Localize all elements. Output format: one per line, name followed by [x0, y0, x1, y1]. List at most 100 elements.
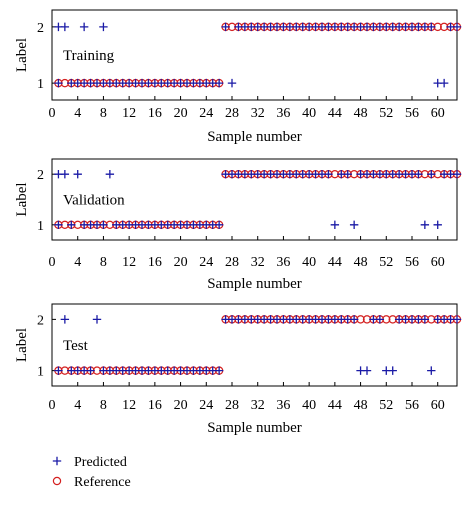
- predicted-point: [60, 315, 70, 324]
- predicted-point: [439, 78, 449, 88]
- predicted-point: [362, 366, 372, 375]
- x-tick-label: 0: [49, 398, 56, 413]
- predicted-point: [452, 315, 462, 324]
- x-tick-label: 36: [276, 398, 290, 413]
- x-tick-label: 48: [354, 255, 368, 270]
- predicted-point: [349, 315, 359, 324]
- predicted-point: [105, 169, 115, 179]
- y-axis-title: Label: [14, 328, 30, 362]
- x-tick-label: 20: [174, 106, 188, 121]
- predicted-point: [324, 169, 333, 179]
- x-tick-label: 4: [74, 398, 81, 413]
- predicted-point: [86, 366, 95, 375]
- panel-label: Validation: [63, 193, 125, 209]
- x-tick-label: 28: [225, 255, 239, 270]
- x-tick-label: 28: [225, 106, 239, 121]
- legend-predicted-icon: [52, 456, 62, 466]
- predicted-point: [54, 220, 63, 230]
- x-tick-label: 12: [122, 255, 136, 270]
- predicted-point: [427, 22, 436, 32]
- y-tick-label: 1: [37, 219, 44, 234]
- x-tick-label: 56: [405, 398, 419, 413]
- x-tick-label: 40: [302, 106, 316, 121]
- x-tick-label: 36: [276, 255, 290, 270]
- x-tick-label: 0: [49, 255, 56, 270]
- predicted-point: [99, 22, 108, 32]
- predicted-point: [99, 220, 108, 230]
- x-tick-label: 60: [431, 398, 445, 413]
- x-tick-label: 8: [100, 255, 107, 270]
- predicted-point: [79, 22, 89, 32]
- x-tick-label: 56: [405, 106, 419, 121]
- series-predicted: [54, 315, 462, 375]
- panel-label: Training: [63, 48, 115, 64]
- predicted-point: [60, 169, 70, 179]
- series-reference: [54, 22, 462, 88]
- predicted-point: [221, 22, 230, 32]
- legend-reference-icon: [52, 476, 62, 486]
- series-reference: [54, 315, 462, 375]
- predicted-point: [214, 78, 224, 88]
- predicted-point: [60, 22, 70, 32]
- x-tick-label: 8: [100, 398, 107, 413]
- x-tick-label: 20: [174, 398, 188, 413]
- x-tick-label: 28: [225, 398, 239, 413]
- predicted-point: [54, 366, 63, 375]
- predicted-point: [375, 315, 385, 324]
- x-tick-label: 24: [199, 106, 213, 121]
- predicted-point: [452, 169, 462, 179]
- x-tick-label: 32: [251, 255, 265, 270]
- x-axis-title: Sample number: [207, 420, 302, 436]
- predicted-point: [67, 220, 76, 230]
- predicted-point: [414, 169, 423, 179]
- x-tick-label: 60: [431, 255, 445, 270]
- predicted-point: [330, 220, 340, 230]
- predicted-point: [433, 220, 442, 230]
- predicted-point: [388, 366, 397, 375]
- x-tick-label: 24: [199, 255, 213, 270]
- predicted-point: [214, 366, 224, 375]
- x-tick-label: 48: [354, 398, 368, 413]
- x-tick-label: 36: [276, 106, 290, 121]
- series-predicted: [54, 22, 462, 88]
- legend-label: Predicted: [74, 455, 127, 470]
- y-tick-label: 2: [37, 21, 44, 36]
- x-axis-title: Sample number: [207, 129, 302, 145]
- x-tick-label: 44: [328, 398, 342, 413]
- x-tick-label: 16: [148, 398, 162, 413]
- x-tick-label: 32: [251, 106, 265, 121]
- x-tick-label: 12: [122, 106, 136, 121]
- series-predicted: [54, 169, 462, 230]
- predicted-point: [349, 220, 359, 230]
- x-tick-label: 40: [302, 398, 316, 413]
- x-tick-label: 0: [49, 106, 56, 121]
- x-tick-label: 60: [431, 106, 445, 121]
- y-axis-title: Label: [14, 38, 30, 72]
- predicted-point: [214, 220, 224, 230]
- predicted-point: [343, 169, 352, 179]
- plot-frame: [51, 303, 458, 387]
- x-tick-label: 4: [74, 106, 81, 121]
- predicted-point: [73, 169, 82, 179]
- x-tick-label: 48: [354, 106, 368, 121]
- predicted-point: [54, 78, 63, 88]
- x-tick-label: 8: [100, 106, 107, 121]
- predicted-point: [452, 22, 462, 32]
- x-tick-label: 16: [148, 255, 162, 270]
- x-tick-label: 56: [405, 255, 419, 270]
- legend-label: Reference: [74, 475, 131, 490]
- predicted-point: [420, 315, 430, 324]
- x-tick-label: 4: [74, 255, 81, 270]
- x-tick-label: 52: [379, 398, 393, 413]
- x-tick-label: 24: [199, 398, 213, 413]
- x-tick-label: 16: [148, 106, 162, 121]
- x-tick-label: 32: [251, 398, 265, 413]
- plot-frame: [51, 9, 458, 101]
- x-tick-label: 40: [302, 255, 316, 270]
- x-tick-label: 12: [122, 398, 136, 413]
- x-tick-label: 52: [379, 106, 393, 121]
